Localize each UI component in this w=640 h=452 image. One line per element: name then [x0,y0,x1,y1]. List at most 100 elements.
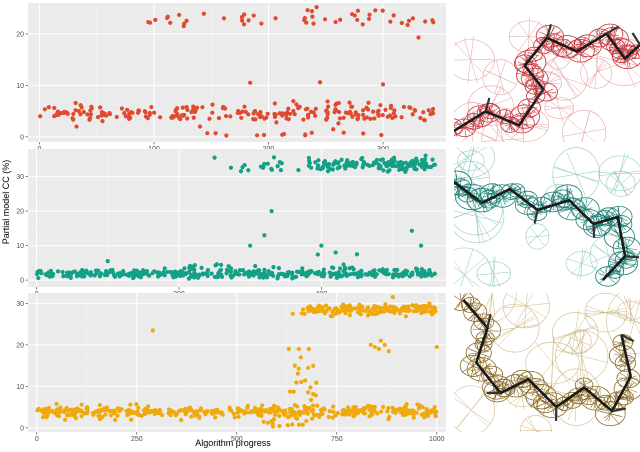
data-point [355,117,360,122]
data-point [303,407,308,412]
data-point [38,114,43,119]
data-point [152,110,157,115]
y-tick-label: 10 [16,243,24,250]
data-point [304,20,309,25]
data-point [290,270,295,275]
data-point [280,111,285,116]
data-point [245,403,250,408]
data-point [296,422,302,427]
data-point [414,158,419,164]
data-point [104,405,110,410]
data-point [333,19,338,25]
data-point [401,104,407,109]
data-point [149,104,154,110]
data-point [270,408,275,413]
data-points [34,153,438,281]
data-point [179,417,184,423]
data-point [355,410,361,415]
data-point [231,411,236,416]
data-point [214,262,219,267]
data-point [412,107,417,113]
data-point [330,167,335,172]
data-point [385,409,390,414]
data-point [401,308,406,313]
data-point [119,106,124,111]
data-point [325,164,330,170]
data-point [372,408,377,413]
data-point [333,102,338,108]
data-point [410,16,416,21]
data-point [372,344,377,350]
data-point [260,403,265,408]
y-tick-label: 20 [16,342,24,349]
side-chain-stick [605,25,620,35]
data-point [271,155,277,160]
data-point [343,110,348,115]
data-point [265,111,270,116]
data-point [68,275,73,280]
data-point [213,415,218,420]
data-point [97,274,103,279]
data-point [299,311,304,316]
density-map-gold [454,293,640,432]
data-point [74,124,79,129]
data-point [434,409,439,414]
data-point [365,313,371,318]
data-point [248,243,253,248]
y-tick-label: 0 [20,278,24,285]
data-point [337,116,343,121]
data-point [81,109,86,115]
data-point [188,407,194,412]
data-point [360,165,365,170]
data-point [199,265,204,270]
side-chain-stick [469,195,483,204]
data-point [292,363,297,368]
data-point [277,413,282,418]
data-point [337,109,342,115]
data-point [409,228,414,233]
data-point [78,103,83,108]
data-point [359,408,365,413]
data-point [73,416,79,421]
data-point [331,409,336,415]
data-point [205,270,210,275]
data-point [285,423,290,428]
data-point [82,411,87,416]
data-point [142,109,147,114]
data-point [333,159,338,164]
data-point [277,423,282,429]
data-point [315,403,320,408]
data-point [313,412,318,418]
data-point [419,273,424,278]
data-point [241,22,247,27]
data-point [88,112,93,117]
data-point [317,80,323,85]
data-point [282,412,287,417]
data-point [178,116,183,122]
side-chain-stick [592,223,596,239]
data-point [61,110,67,116]
data-point [198,406,204,412]
data-point [71,111,76,117]
data-point [358,306,363,312]
data-point [367,163,372,169]
data-point [76,109,81,114]
data-point [309,397,314,402]
data-point [413,266,419,271]
x-tick-label: 500 [231,436,243,443]
data-point [401,304,407,309]
data-point [392,108,397,113]
data-point [408,410,413,415]
data-point [65,413,70,418]
data-point [406,18,412,23]
data-point [121,272,126,277]
data-point [418,115,423,121]
data-point [378,103,383,108]
data-point [291,389,296,394]
data-point [201,11,206,16]
data-point [145,410,150,415]
data-point [430,157,435,162]
data-point [422,117,427,123]
data-point [219,262,224,267]
data-point [392,310,397,315]
